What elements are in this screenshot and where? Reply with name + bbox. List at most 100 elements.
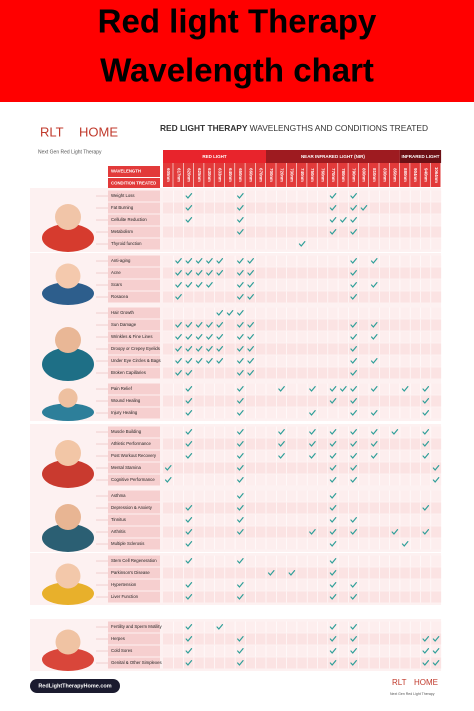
wavelength-cell [358,163,369,187]
check-mark [175,334,182,340]
check-mark [216,358,224,364]
wavelength: 880nm [403,168,408,182]
check-mark [360,205,368,211]
wavelength: 640nm [228,168,233,182]
check-mark [350,334,357,340]
illustration-head [55,504,81,530]
wavelength: 625nm [197,168,202,182]
check-mark [350,441,357,447]
row-bg [163,214,442,226]
check-mark [247,370,254,376]
condition: Under Eye Circles & Bags [111,358,161,363]
label-cell [108,395,160,407]
wavelength-cell [173,163,183,187]
wavelength-cell [430,163,441,187]
condition: Droopy or Crepey Eyelids [111,346,160,351]
title-line: Red light Therapy [98,3,377,40]
condition: Herpes [111,636,125,641]
label-cell [108,526,160,538]
label-cell [108,567,160,579]
wavelength-cell [286,163,297,187]
wavelength-cell [266,163,276,187]
row-bg [163,291,442,303]
check-mark [237,594,244,600]
label-cell [108,214,160,226]
check-mark [309,453,316,459]
check-mark [164,465,172,471]
label-cell [108,331,160,343]
check-mark [195,270,203,276]
check-mark [329,477,337,483]
wavelength-cell [399,163,410,187]
check-mark [350,398,357,404]
check-mark [237,410,244,416]
check-mark [329,660,337,666]
wavelength: 720nm [279,168,284,182]
check-mark [237,493,244,499]
check-mark [247,258,254,264]
title-line: Wavelength chart [100,52,374,89]
check-mark [164,477,172,483]
label-cell [108,462,160,474]
check-mark [185,505,193,511]
check-mark [185,648,193,654]
label-cell [108,490,160,502]
label-cell [108,450,160,462]
check-mark [350,410,357,416]
wavelength: 630nm [207,168,212,182]
band-header [163,150,266,163]
check-mark [237,386,244,392]
condition: Hypertension [111,582,137,587]
check-mark [350,594,357,600]
wavelength-cell [369,163,379,187]
check-mark [350,217,357,223]
condition: Acne [111,270,121,275]
row-bg [163,319,442,331]
wavelength: 730nm [290,168,295,182]
check-mark [422,386,430,392]
check-mark [185,398,193,404]
check-mark [422,429,430,435]
label-cell [108,202,160,214]
check-mark [350,453,357,459]
wavelength-cell [204,163,214,187]
check-mark [237,294,244,300]
check-mark [237,505,244,511]
wavelength-cell [276,163,286,187]
logo-right: HOME [79,124,118,139]
condition: Post Workout Recovery [111,453,157,458]
check-mark [237,429,244,435]
check-mark [185,594,193,600]
check-mark [422,441,430,447]
wavelength: 700nm [269,168,274,182]
row-bg [163,383,442,395]
check-mark [350,517,357,523]
illustration-head [55,263,81,289]
row-bg [163,591,442,603]
row-bg [163,202,442,214]
condition: Multiple Sclerosis [111,541,144,546]
check-mark [247,346,254,352]
check-mark [288,570,296,576]
row-bg [163,267,442,279]
check-mark [216,322,224,328]
check-mark [185,517,193,523]
check-mark [185,217,193,223]
check-mark [185,282,193,288]
check-mark [237,358,244,364]
band-label: NEAR INFRARED LIGHT (NIR) [301,154,365,159]
check-mark [185,322,193,328]
illustration-head [55,327,81,353]
check-mark [350,477,357,483]
check-mark [237,193,244,199]
condition: Stem Cell Regeneration [111,558,157,563]
row-bg [163,621,442,633]
check-mark [340,386,347,392]
check-mark [267,570,275,576]
check-mark [247,358,254,364]
wavelength-cell [163,163,173,187]
check-mark [237,529,244,535]
check-mark [329,594,337,600]
check-mark [206,322,213,328]
wavelength-cell [327,163,338,187]
